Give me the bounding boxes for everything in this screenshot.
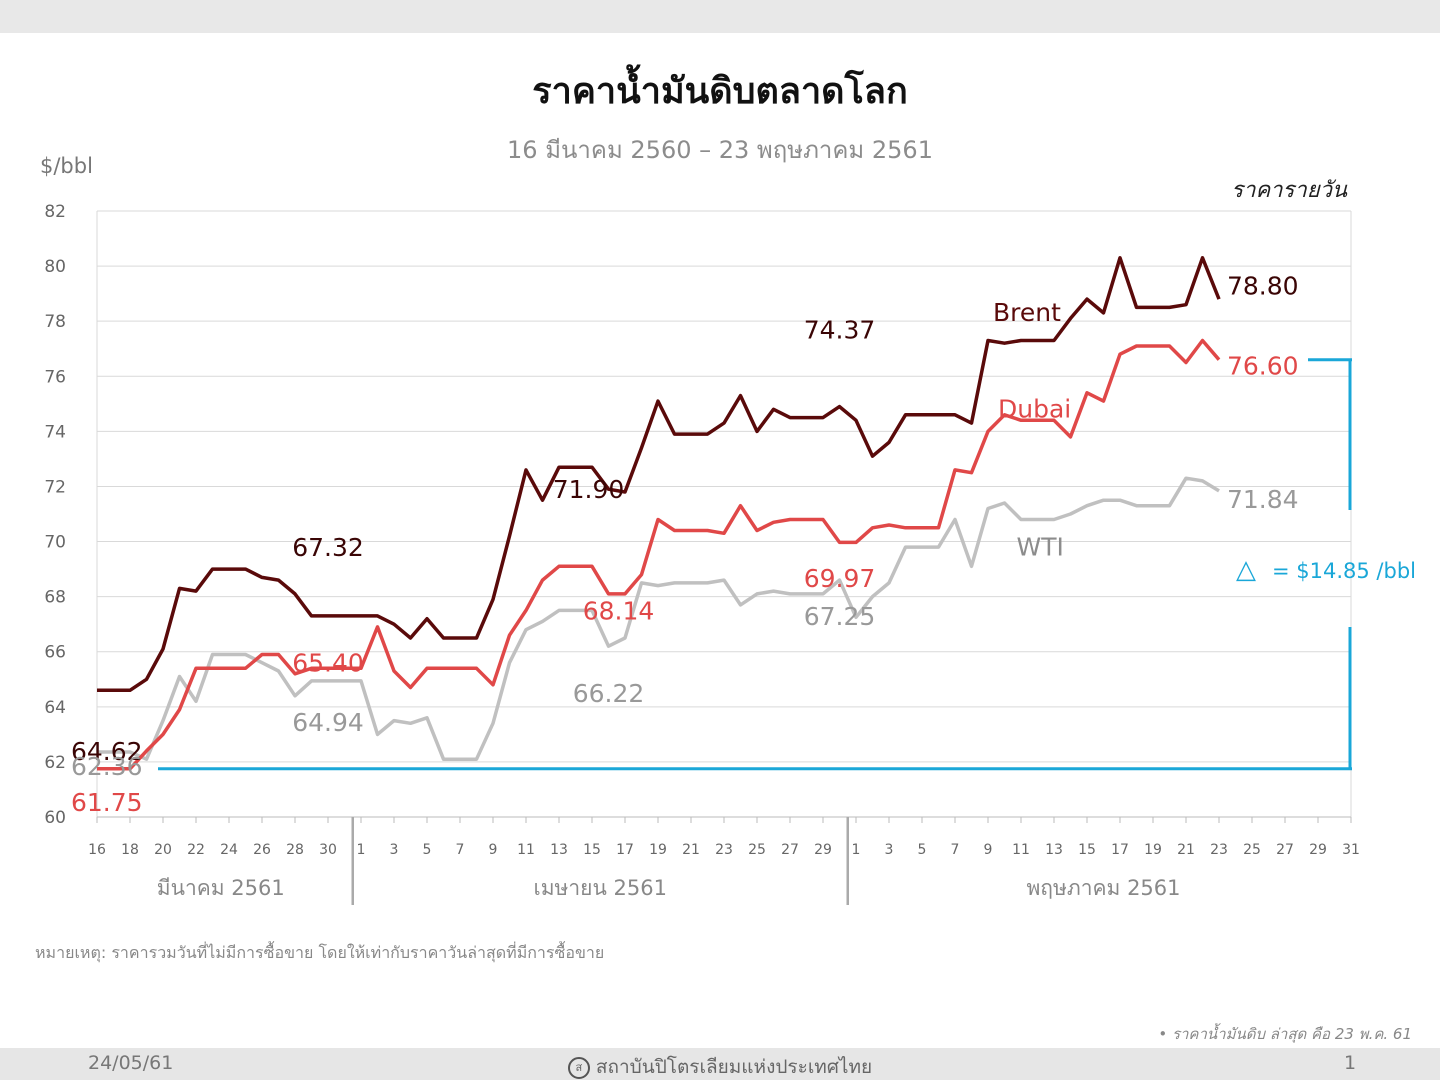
latest-price-note: • ราคาน้ำมันดิบ ล่าสุด คือ 23 พ.ค. 61: [1158, 1022, 1412, 1046]
data-label-dubai: 69.97: [804, 564, 876, 593]
x-tick-label: 25: [748, 842, 766, 858]
x-tick-label: 15: [1078, 842, 1096, 858]
y-tick-label: 60: [44, 808, 66, 828]
x-tick-label: 19: [649, 842, 667, 858]
data-label-dubai: 68.14: [583, 596, 655, 625]
page-number: 1: [1344, 1052, 1357, 1074]
footer-date: 24/05/61: [88, 1052, 174, 1074]
delta-icon: △: [1236, 555, 1256, 585]
x-tick-label: 13: [550, 842, 568, 858]
x-tick-label: 5: [918, 842, 927, 858]
data-label-wti: 66.22: [573, 679, 645, 708]
data-label-wti: 67.25: [804, 602, 876, 631]
x-tick-label: 29: [814, 842, 832, 858]
y-tick-label: 70: [44, 533, 66, 553]
x-tick-label: 17: [1111, 842, 1129, 858]
x-tick-label: 23: [1210, 842, 1228, 858]
series-label-brent: Brent: [993, 298, 1061, 327]
x-tick-label: 25: [1243, 842, 1261, 858]
org-logo-icon: ส: [567, 1056, 590, 1079]
y-tick-label: 62: [44, 753, 66, 773]
x-tick-label: 16: [88, 842, 106, 858]
x-tick-label: 27: [1276, 842, 1294, 858]
data-label-brent: 74.37: [804, 315, 876, 344]
x-tick-label: 11: [517, 842, 535, 858]
latest-price-text: ราคาน้ำมันดิบ ล่าสุด คือ 23 พ.ค. 61: [1171, 1025, 1412, 1043]
x-tick-label: 28: [286, 842, 304, 858]
x-tick-label: 23: [715, 842, 733, 858]
data-label-brent: 78.80: [1227, 271, 1299, 300]
x-tick-label: 20: [154, 842, 172, 858]
data-label-dubai: 76.60: [1227, 351, 1299, 380]
x-tick-label: 17: [616, 842, 634, 858]
x-tick-label: 30: [319, 842, 337, 858]
x-tick-label: 1: [852, 842, 861, 858]
data-label-wti: 62.36: [71, 752, 143, 781]
x-tick-label: 1: [357, 842, 366, 858]
data-label-brent: 64.62: [71, 737, 143, 766]
x-tick-label: 9: [984, 842, 993, 858]
month-label: เมษายน 2561: [534, 876, 667, 900]
x-tick-label: 7: [951, 842, 960, 858]
y-tick-label: 76: [44, 367, 66, 387]
y-tick-label: 66: [44, 643, 66, 663]
series-label-wti: WTI: [1017, 532, 1064, 561]
frequency-label: ราคารายวัน: [1231, 178, 1347, 203]
x-tick-label: 9: [489, 842, 498, 858]
x-tick-label: 21: [682, 842, 700, 858]
bullet-icon: •: [1158, 1025, 1172, 1043]
x-tick-label: 22: [187, 842, 205, 858]
x-tick-label: 18: [121, 842, 139, 858]
data-label-dubai: 65.40: [292, 649, 364, 678]
month-label: พฤษภาคม 2561: [1026, 876, 1180, 900]
x-tick-label: 7: [456, 842, 465, 858]
x-tick-label: 31: [1342, 842, 1360, 858]
footer-organization: สสถาบันปิโตรเลียมแห่งประเทศไทย: [0, 1052, 1440, 1082]
x-tick-label: 21: [1177, 842, 1195, 858]
footer-bar: [0, 1048, 1440, 1080]
x-tick-label: 13: [1045, 842, 1063, 858]
top-bar: [0, 0, 1440, 33]
data-label-wti: 64.94: [292, 708, 364, 737]
data-label-brent: 67.32: [292, 533, 364, 562]
data-label-brent: 71.90: [553, 475, 625, 504]
series-line-dubai: [97, 338, 1221, 771]
difference-label: = $14.85 /bbl: [1272, 559, 1416, 583]
data-label-wti: 71.84: [1227, 485, 1299, 514]
y-tick-label: 72: [44, 477, 66, 497]
chart-title: ราคาน้ำมันดิบตลาดโลก: [532, 71, 908, 112]
x-tick-label: 5: [423, 842, 432, 858]
footnote: หมายเหตุ: ราคารวมวันที่ไม่มีการซื้อขาย โ…: [35, 943, 605, 962]
data-label-dubai: 61.75: [71, 788, 143, 817]
month-label: มีนาคม 2561: [157, 876, 285, 900]
x-tick-label: 3: [390, 842, 399, 858]
y-tick-label: 68: [44, 588, 66, 608]
x-tick-label: 3: [885, 842, 894, 858]
x-tick-label: 11: [1012, 842, 1030, 858]
x-tick-label: 29: [1309, 842, 1327, 858]
x-tick-label: 27: [781, 842, 799, 858]
series-line-wti: [97, 476, 1220, 761]
series-line-brent: [97, 256, 1221, 693]
x-tick-label: 15: [583, 842, 601, 858]
y-axis-unit: $/bbl: [40, 154, 93, 178]
y-tick-label: 82: [44, 202, 66, 222]
oil-price-chart: 60 62 64 66 68 70 72 74 76 78 80 82 16 18 20 22 24 26 28 30…: [44, 202, 1416, 905]
footer-org-name: สถาบันปิโตรเลียมแห่งประเทศไทย: [595, 1056, 873, 1078]
chart-subtitle: 16 มีนาคม 2560 – 23 พฤษภาคม 2561: [507, 136, 933, 164]
y-tick-label: 80: [44, 257, 66, 277]
x-tick-label: 24: [220, 842, 238, 858]
x-tick-label: 19: [1144, 842, 1162, 858]
y-tick-label: 64: [44, 698, 66, 718]
y-tick-label: 78: [44, 312, 66, 332]
series-label-dubai: Dubai: [998, 395, 1071, 424]
y-tick-label: 74: [44, 422, 66, 442]
x-tick-label: 26: [253, 842, 271, 858]
